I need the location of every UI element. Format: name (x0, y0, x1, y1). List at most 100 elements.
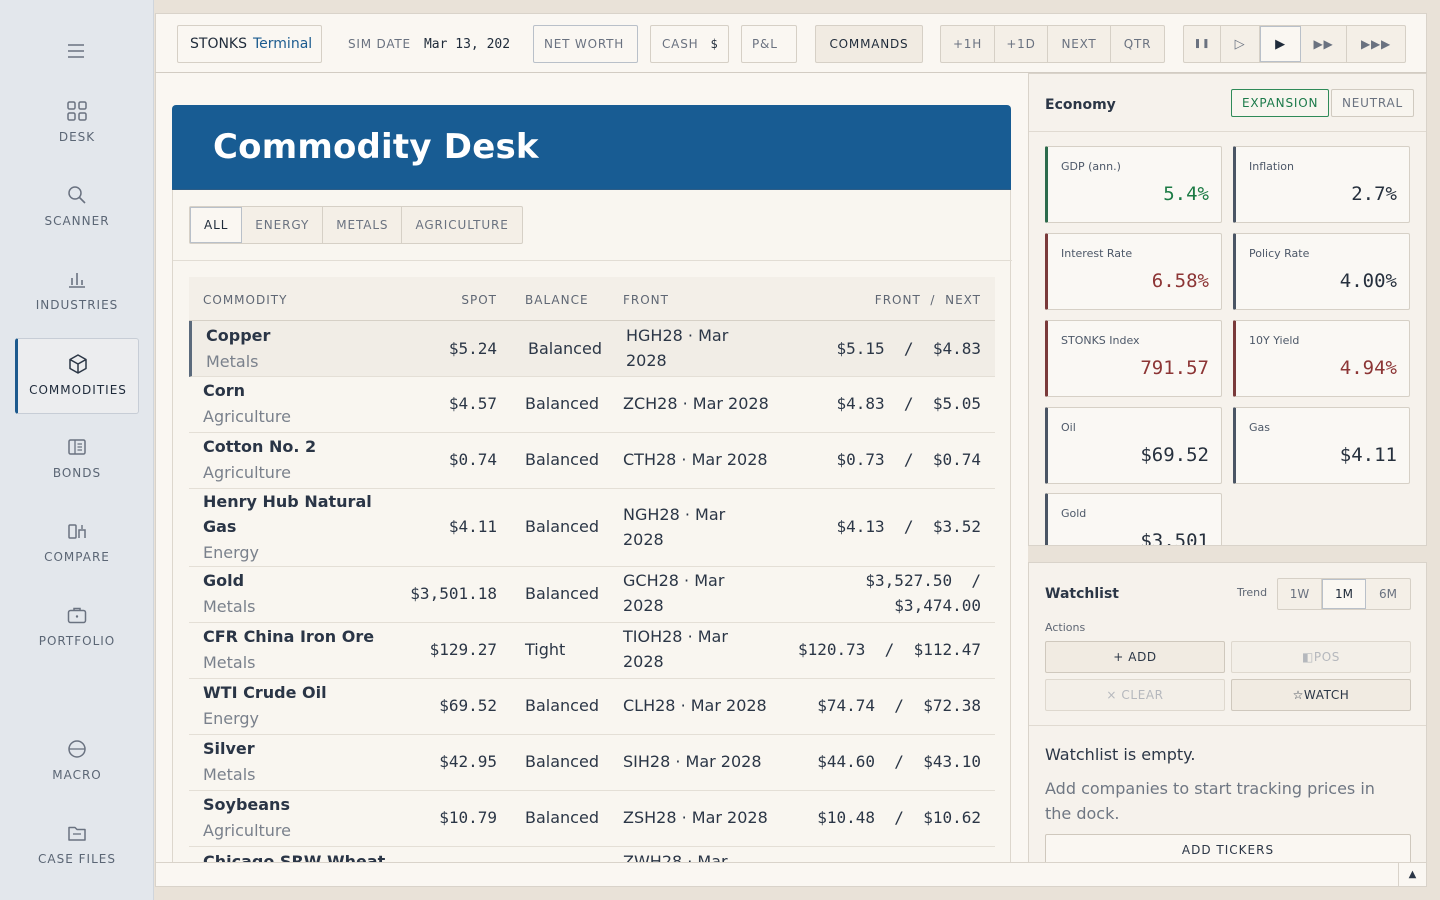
sidebar-item-label: SCANNER (44, 214, 110, 228)
table-row[interactable]: CFR China Iron Ore Metals $129.27 Tight … (189, 623, 995, 679)
watchlist-title: Watchlist (1045, 586, 1119, 602)
step-next-button[interactable]: NEXT (1048, 26, 1111, 62)
front-next-price: $10.48 / $10.62 (817, 808, 981, 827)
metric-label: Oil (1061, 421, 1076, 434)
pnl-button[interactable]: P&L (741, 25, 797, 63)
fast-forward-button[interactable]: ▶▶ (1301, 26, 1347, 62)
filter-metals[interactable]: METALS (323, 207, 403, 243)
commands-label: COMMANDS (829, 37, 909, 51)
metric-value: 5.4% (1163, 183, 1209, 205)
sim-date-label: SIM DATE (348, 37, 411, 51)
dock-toggle-button[interactable]: ▲ (1398, 863, 1426, 886)
add-button[interactable]: + ADD (1045, 641, 1225, 673)
step-1d-button[interactable]: +1D (995, 26, 1048, 62)
metric-value: 4.94% (1339, 357, 1397, 379)
add-tickers-button[interactable]: ADD TICKERS (1045, 834, 1411, 862)
table-row[interactable]: Gold Metals $3,501.18 Balanced GCH28 · M… (189, 567, 995, 623)
filter-energy[interactable]: ENERGY (242, 207, 324, 243)
spot-price: $69.52 (439, 696, 497, 715)
sidebar-item-desk[interactable]: DESK (15, 86, 139, 162)
sidebar-item-portfolio[interactable]: PORTFOLIO (15, 590, 139, 666)
table-row[interactable]: Henry Hub Natural Gas Energy $4.11 Balan… (189, 489, 995, 567)
commands-button[interactable]: COMMANDS (815, 25, 923, 63)
speed-group: ❚❚ ▷ ▶ ▶▶ ▶▶▶ (1183, 25, 1406, 63)
trend-1m-button[interactable]: 1M (1322, 579, 1366, 609)
trend-6m-button[interactable]: 6M (1379, 587, 1397, 601)
front-next-price: $5.15 / $4.83 (836, 339, 982, 358)
watchlist-panel: Watchlist Trend 1W 1M 6M Actions + ADD ◧… (1028, 562, 1427, 863)
metric-card-oil: Oil $69.52 (1045, 407, 1222, 484)
metric-card-10y-yield: 10Y Yield 4.94% (1233, 320, 1410, 397)
search-icon (68, 186, 86, 204)
front-next-price: $44.60 / $43.10 (817, 752, 981, 771)
play-slow-button[interactable]: ▷ (1221, 26, 1260, 62)
ledger-icon (68, 439, 86, 455)
sim-date-value: Mar 13, 202 (423, 36, 511, 52)
table-row[interactable]: Copper Metals $5.24 Balanced HGH28 · Mar… (189, 321, 995, 377)
sidebar-item-compare[interactable]: COMPARE (15, 506, 139, 582)
spot-price: $10.79 (439, 808, 497, 827)
metric-card-gas: Gas $4.11 (1233, 407, 1410, 484)
col-front[interactable]: FRONT (623, 293, 669, 307)
brand[interactable]: STONKS Terminal (177, 25, 322, 63)
spot-price: $5.24 (448, 339, 497, 358)
commodity-category: Metals (203, 653, 256, 672)
fastest-button[interactable]: ▶▶▶ (1360, 37, 1392, 51)
table-row[interactable]: WTI Crude Oil Energy $69.52 Balanced CLH… (189, 679, 995, 735)
regime-neutral-badge[interactable]: NEUTRAL (1331, 89, 1415, 117)
regime-expansion-badge[interactable]: EXPANSION (1231, 89, 1330, 117)
table-row[interactable]: Chicago SRW Wheat ZWH28 · Mar (189, 847, 995, 863)
filter-agriculture[interactable]: AGRICULTURE (415, 218, 509, 232)
trend-1w-button[interactable]: 1W (1278, 579, 1322, 609)
play-button[interactable]: ▶ (1260, 26, 1301, 62)
front-contract: CTH28 · Mar 2028 (623, 450, 768, 469)
balance: Balanced (525, 394, 599, 413)
sidebar-item-industries[interactable]: INDUSTRIES (15, 254, 139, 330)
actions-label: Actions (1045, 621, 1086, 634)
balance: Balanced (525, 584, 599, 603)
col-commodity[interactable]: COMMODITY (203, 293, 288, 307)
metric-card-gold: Gold $3,501 (1045, 493, 1222, 545)
step-qtr-button[interactable]: QTR (1123, 37, 1152, 51)
sidebar-item-case-files[interactable]: CASE FILES (15, 808, 139, 884)
commodity-name: CFR China Iron Ore (203, 627, 375, 646)
sidebar-item-label: MACRO (52, 768, 102, 782)
watch-button[interactable]: ☆WATCH (1231, 679, 1411, 711)
front-contract: CLH28 · Mar 2028 (623, 696, 767, 715)
cash-label: CASH (662, 37, 699, 51)
sidebar-item-macro[interactable]: MACRO (15, 724, 139, 800)
cash-value: $ (710, 37, 719, 51)
clear-button[interactable]: × CLEAR (1045, 679, 1225, 711)
net-worth-button[interactable]: NET WORTH (533, 25, 638, 63)
cube-icon (69, 354, 87, 374)
table-row[interactable]: Corn Agriculture $4.57 Balanced ZCH28 · … (189, 377, 995, 433)
commodity-category: Energy (203, 543, 260, 562)
balance: Balanced (528, 339, 602, 358)
sidebar-item-commodities[interactable]: COMMODITIES (15, 338, 139, 414)
balance: Balanced (525, 808, 599, 827)
commodity-name: Silver (203, 739, 255, 758)
sidebar-item-scanner[interactable]: SCANNER (15, 170, 139, 246)
col-spot[interactable]: SPOT (461, 293, 497, 307)
cash-button[interactable]: CASH $ (650, 25, 729, 63)
metric-value: $69.52 (1140, 444, 1209, 466)
table-row[interactable]: Silver Metals $42.95 Balanced SIH28 · Ma… (189, 735, 995, 791)
col-balance[interactable]: BALANCE (525, 293, 589, 307)
commodity-name: Chicago SRW Wheat (203, 852, 386, 863)
globe-icon (68, 740, 86, 758)
spot-price: $3,501.18 (410, 584, 497, 603)
menu-icon[interactable] (66, 41, 86, 61)
pause-button[interactable]: ❚❚ (1184, 26, 1221, 62)
position-button[interactable]: ◧POS (1231, 641, 1411, 673)
step-1h-button[interactable]: +1H (941, 26, 995, 62)
front-contract: ZSH28 · Mar 2028 (623, 808, 768, 827)
commodity-name: Soybeans (203, 795, 290, 814)
table-row[interactable]: Cotton No. 2 Agriculture $0.74 Balanced … (189, 433, 995, 489)
sidebar-item-bonds[interactable]: BONDS (15, 422, 139, 498)
metric-value: 4.00% (1339, 270, 1397, 292)
filter-all[interactable]: ALL (190, 207, 243, 243)
table-row[interactable]: Soybeans Agriculture $10.79 Balanced ZSH… (189, 791, 995, 847)
col-front-next[interactable]: FRONT / NEXT (874, 293, 981, 307)
compare-icon (68, 524, 86, 539)
front-contract: NGH28 · Mar 2028 (623, 505, 726, 549)
